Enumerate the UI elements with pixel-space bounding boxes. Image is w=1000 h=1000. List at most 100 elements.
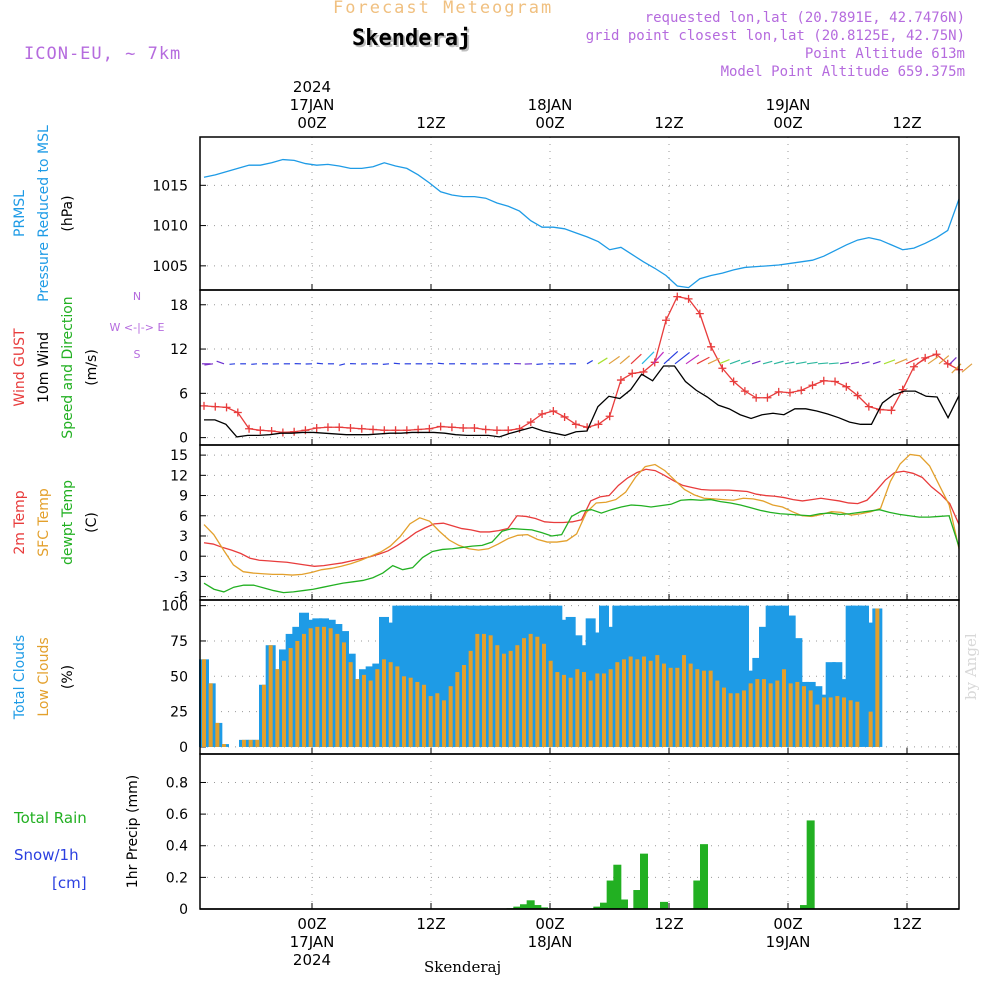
low-cloud-bar — [768, 683, 773, 747]
low-cloud-bar — [602, 673, 606, 747]
axis-label: Wind GUST — [12, 328, 28, 407]
low-cloud-bar — [648, 660, 653, 747]
bottom-time-label: 18JAN — [528, 933, 573, 951]
wind-arrow — [905, 357, 919, 365]
low-cloud-bar — [202, 659, 206, 747]
gust-marker — [662, 316, 671, 325]
model-name: ICON-EU, ~ 7km — [24, 44, 182, 64]
low-cloud-bar — [262, 684, 266, 747]
gust-marker — [233, 408, 242, 417]
gridpoint-coords: grid point closest lon,lat (20.8125E, 42… — [585, 28, 965, 44]
requested-coords: requested lon,lat (20.7891E, 42.7476N) — [644, 10, 965, 26]
wind-arrow — [850, 361, 860, 365]
panel-precip: 0 0.2 0.4 0.6 0.8 1hr Precip (mm) Total Rain Sn… — [13, 753, 960, 918]
low-cloud-bar — [775, 680, 780, 747]
gust-marker — [538, 410, 547, 418]
gust-marker — [616, 376, 625, 385]
panel-temperature: -6 -3 0 3 6 9 12 15 2m Temp SFC Temp dewpt Temp (C) — [12, 444, 960, 606]
low-cloud-bar — [348, 662, 353, 747]
wind-arrow — [883, 359, 896, 365]
gust-marker — [763, 393, 772, 402]
low-cloud-bar — [248, 739, 253, 747]
wind-arrow — [806, 361, 818, 365]
axis-label: dewpt Temp — [60, 480, 76, 565]
y-tick-label: 0 — [179, 431, 188, 447]
low-cloud-bar — [388, 662, 393, 747]
gust-marker — [312, 424, 321, 433]
series-line — [203, 158, 960, 289]
low-cloud-bar — [415, 681, 420, 747]
axis-label: (%) — [60, 665, 76, 689]
wind-arrow — [586, 359, 594, 365]
gust-marker — [436, 422, 445, 431]
gust-marker — [447, 423, 456, 432]
rain-bar — [520, 904, 528, 909]
gust-marker — [526, 418, 535, 427]
compass-south: S — [134, 348, 141, 361]
y-tick-label: 1015 — [152, 178, 188, 194]
legend-snow: Snow/1h — [14, 846, 79, 864]
gust-marker — [718, 364, 727, 373]
wind-arrow — [718, 359, 730, 365]
total-cloud-bar — [765, 605, 776, 747]
low-cloud-bar — [595, 673, 600, 747]
low-cloud-bar — [622, 659, 626, 747]
low-cloud-bar — [328, 628, 333, 747]
compass-label: W <-|-> E — [110, 321, 165, 334]
panel-frame — [199, 289, 960, 446]
wind-arrow — [630, 353, 642, 365]
wind-arrow — [817, 362, 829, 365]
low-cloud-bar — [475, 633, 480, 747]
gust-marker — [549, 407, 558, 416]
low-cloud-bar — [315, 626, 320, 747]
gust-marker — [740, 387, 749, 396]
wind-arrow — [795, 361, 807, 365]
bottom-time-label: 00Z — [535, 915, 564, 933]
gust-marker — [267, 426, 276, 435]
y-tick-label: 15 — [170, 448, 188, 464]
top-time-label: 19JAN — [766, 96, 811, 114]
gust-marker — [831, 377, 840, 386]
total-cloud-bar — [425, 605, 436, 747]
low-cloud-bar — [842, 697, 846, 747]
low-cloud-bar — [835, 696, 840, 747]
rain-bar — [600, 902, 608, 909]
wind-arrow — [674, 351, 690, 365]
total-cloud-bar — [739, 605, 749, 747]
low-cloud-bar — [535, 636, 540, 747]
wind-arrow — [784, 361, 795, 365]
low-cloud-bar — [288, 648, 293, 747]
bottom-time-label: 00Z — [773, 915, 802, 933]
total-cloud-bar — [785, 615, 796, 747]
wind-arrow — [839, 361, 850, 365]
axis-label: 2m Temp — [12, 490, 28, 554]
low-cloud-bar — [695, 669, 700, 747]
low-cloud-bar — [462, 664, 466, 747]
y-tick-label: 100 — [161, 599, 188, 615]
top-time-label: 00Z — [297, 114, 326, 132]
low-cloud-bar — [788, 683, 793, 747]
wind-arrow — [663, 350, 679, 365]
wind-arrow — [751, 360, 761, 365]
low-cloud-bar — [568, 677, 573, 747]
gust-marker — [842, 382, 851, 391]
panel-wind: 0 6 12 18 Wind GUST 10m Wind Speed and Directi… — [12, 289, 973, 447]
low-cloud-bar — [682, 655, 686, 747]
low-cloud-bar — [402, 676, 406, 747]
low-cloud-bar — [382, 659, 386, 747]
total-cloud-bar — [712, 605, 723, 747]
low-cloud-bar — [615, 662, 620, 747]
bottom-time-label: 00Z — [297, 915, 326, 933]
rain-bar — [693, 880, 702, 909]
axis-label: Low Clouds — [36, 637, 52, 716]
low-cloud-bar — [548, 660, 553, 747]
wind-arrow — [652, 351, 665, 365]
axis-label: (hPa) — [60, 195, 76, 231]
y-tick-label: 0 — [179, 902, 188, 918]
low-cloud-bar — [368, 680, 373, 747]
y-tick-label: 0.6 — [166, 807, 188, 823]
wind-arrow — [204, 363, 214, 366]
axis-label: (m/s) — [84, 349, 100, 386]
axis-label: PRMSL — [12, 190, 28, 237]
model-altitude: Model Point Altitude 659.375m — [720, 64, 965, 80]
